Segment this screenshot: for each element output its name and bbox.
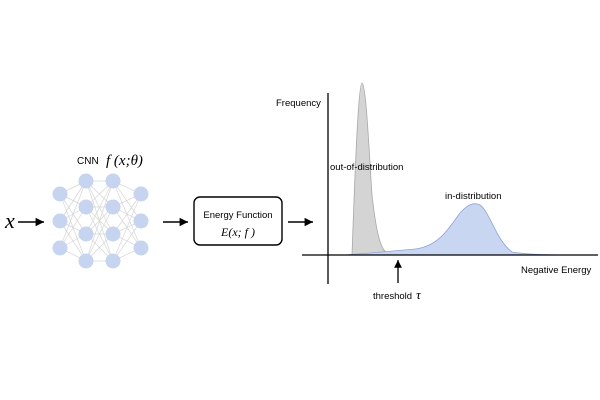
network-node [52,213,68,229]
network-node [105,173,121,189]
energy-distribution-plot: Frequency Negative Energy out-of-distrib… [276,82,598,302]
network-edge [112,193,142,235]
network-node [78,199,94,215]
network-edge [85,180,114,235]
network-edge [59,206,87,249]
network-edge [112,220,142,262]
network-node [78,226,94,242]
network-node [105,226,121,242]
network-node [105,253,121,269]
network-node [52,186,68,202]
threshold-word: threshold [373,291,412,302]
cnn-network [52,173,149,269]
network-node [133,186,149,202]
network-node [133,240,149,256]
energy-function-formula: E(x; f ) [220,225,255,239]
ood-distribution-curve [351,82,387,256]
network-node [52,240,68,256]
energy-function-box: Energy Function E(x; f ) [193,196,283,246]
network-edge [59,180,87,222]
threshold-symbol: τ [416,287,422,302]
network-edge [85,206,114,262]
network-node [133,213,149,229]
threshold-label: threshold τ [373,287,422,302]
cnn-function: f (x;θ) [106,153,143,169]
input-symbol: x [4,208,15,233]
x-axis-label: Negative Energy [521,265,591,276]
cnn-label: CNN [77,156,99,167]
network-edge [85,180,114,262]
ood-label: out-of-distribution [330,162,403,173]
id-distribution-curve [343,203,591,256]
network-edge [112,180,142,222]
network-node [78,253,94,269]
y-axis-label: Frequency [276,98,321,109]
id-label: in-distribution [445,191,502,202]
network-node [105,199,121,215]
energy-function-title: Energy Function [203,210,272,221]
network-node [78,173,94,189]
network-edge [59,180,87,249]
network-edge [112,193,142,262]
